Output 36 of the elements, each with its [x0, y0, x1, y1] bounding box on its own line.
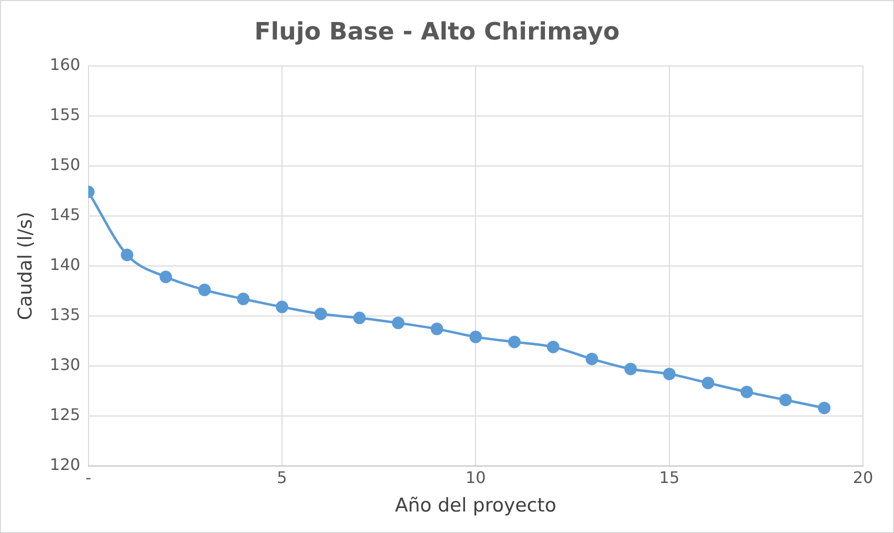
y-tick-label: 160 [50, 54, 80, 74]
y-tick-label: 145 [50, 205, 80, 224]
point [392, 316, 404, 330]
x-tick-label: 5 [276, 468, 288, 487]
y-tick-label: 125 [50, 405, 80, 424]
point [624, 362, 637, 376]
point [818, 402, 831, 414]
y-axis-title: Caudal (l/s) [14, 212, 36, 320]
point [740, 386, 754, 398]
point [586, 352, 598, 366]
point [469, 330, 482, 344]
point [120, 248, 134, 262]
point [237, 292, 250, 306]
point [353, 312, 366, 324]
x-tick-label: 10 [465, 468, 486, 487]
y-tick-label: 120 [50, 455, 80, 474]
point [546, 340, 560, 354]
point [276, 300, 288, 314]
point [314, 308, 327, 320]
chart-title: Flujo Base - Alto Chirimayo [254, 18, 620, 46]
point [702, 376, 714, 390]
x-tick-label: 15 [659, 468, 680, 487]
x-tick-label: - [85, 468, 92, 487]
x-axis-title: Año del proyecto [395, 494, 556, 517]
x-tick-label: 20 [852, 468, 874, 487]
point [160, 270, 172, 284]
y-tick-label: 155 [50, 104, 80, 124]
y-tick-label: 140 [50, 255, 80, 274]
y-tick-label: 150 [50, 155, 80, 174]
point [508, 336, 521, 348]
point [430, 322, 444, 336]
y-tick-label: 135 [50, 305, 80, 324]
point [663, 368, 676, 380]
point [198, 284, 211, 296]
y-tick-label: 130 [50, 355, 80, 374]
point [779, 394, 792, 406]
